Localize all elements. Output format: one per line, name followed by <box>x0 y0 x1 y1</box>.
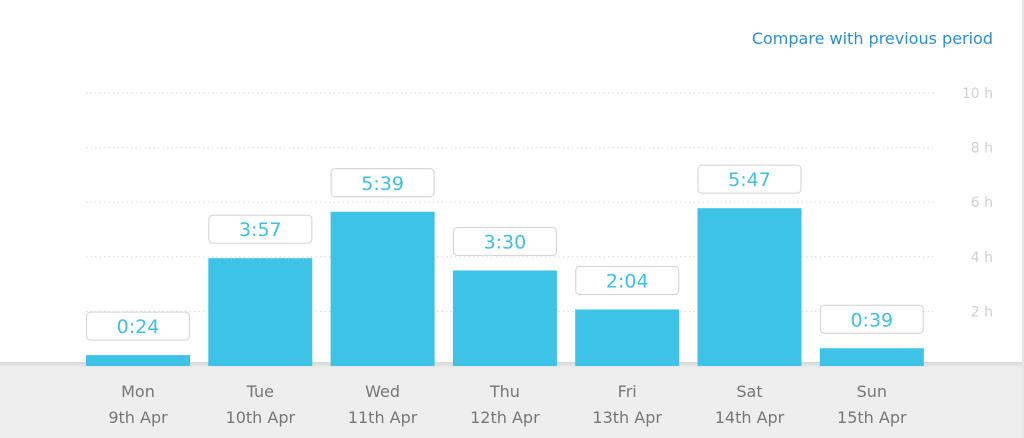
value-label: 5:39 <box>361 173 404 195</box>
value-badge <box>697 164 802 194</box>
value-label: 2:04 <box>606 270 649 292</box>
compare-previous-period-link[interactable]: Compare with previous period <box>751 29 993 48</box>
value-badge <box>330 168 435 198</box>
x-tick-date: 10th Apr <box>226 408 296 427</box>
y-tick-label: 10 h <box>962 86 993 102</box>
x-tick-day: Fri <box>618 382 637 401</box>
x-tick-day: Thu <box>489 382 520 401</box>
bar <box>452 270 557 366</box>
value-badge <box>208 214 313 244</box>
value-label: 0:39 <box>850 309 893 331</box>
value-badge <box>819 304 924 334</box>
x-tick-day: Tue <box>246 382 274 401</box>
x-tick-day: Sun <box>857 382 887 401</box>
value-label: 5:47 <box>728 169 771 191</box>
bar <box>208 258 313 366</box>
value-badge <box>575 265 680 296</box>
value-label: 3:57 <box>239 219 282 241</box>
x-tick-day: Sat <box>736 382 762 401</box>
bar <box>330 211 435 366</box>
x-tick-date: 15th Apr <box>837 408 907 427</box>
bar <box>697 208 802 366</box>
value-badge <box>452 226 557 257</box>
x-axis-band <box>0 362 1022 438</box>
x-tick-date: 12th Apr <box>470 408 540 427</box>
bar <box>86 355 190 366</box>
x-tick-day: Mon <box>121 382 155 401</box>
y-tick-label: 8 h <box>971 141 993 157</box>
value-label: 0:24 <box>117 316 160 338</box>
x-tick-date: 13th Apr <box>592 408 662 427</box>
y-tick-label: 2 h <box>971 304 993 320</box>
value-label: 3:30 <box>484 231 527 253</box>
x-tick-date: 14th Apr <box>715 408 785 427</box>
bar <box>819 348 924 366</box>
x-tick-day: Wed <box>365 382 400 401</box>
value-badge <box>85 311 191 341</box>
bar <box>575 309 680 366</box>
x-tick-date: 11th Apr <box>348 408 418 427</box>
y-tick-label: 6 h <box>971 195 993 211</box>
x-tick-date: 9th Apr <box>108 408 168 427</box>
y-tick-label: 4 h <box>971 250 993 266</box>
